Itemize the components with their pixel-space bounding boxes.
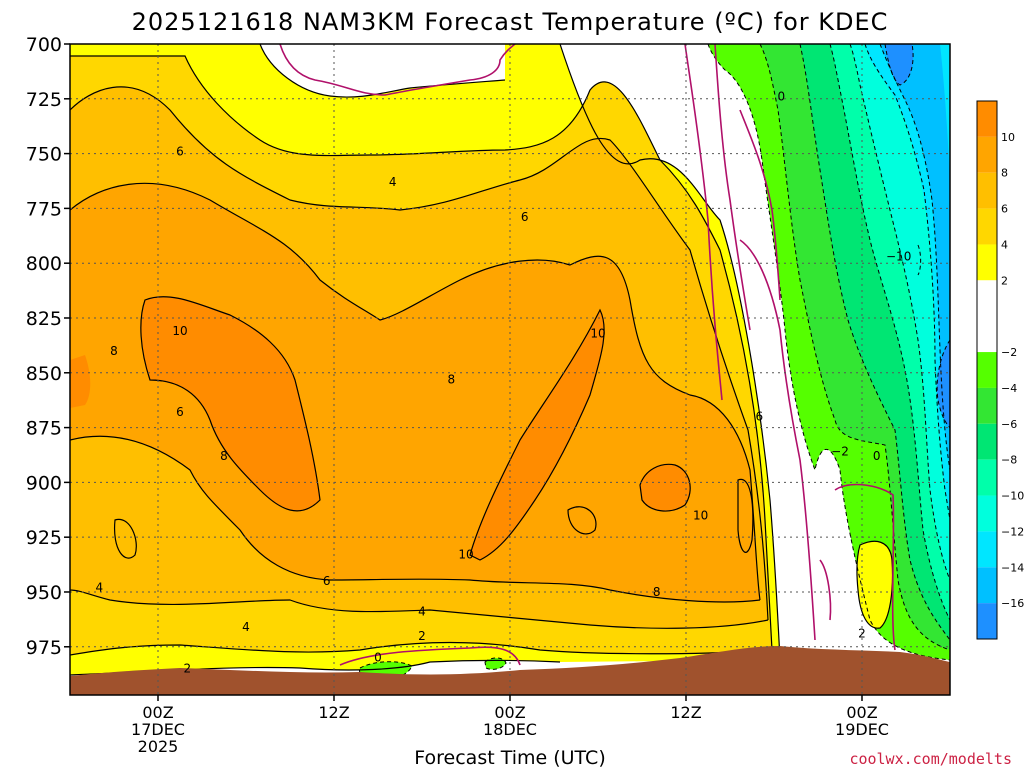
plot-area: 6 4 6 0 −10 10 8 8 10 6 8 6 −2 0 10 10 6 4 8 4 4 2 0 2 2: [70, 44, 950, 695]
contour-label: 10: [693, 508, 708, 522]
contour-label: 10: [590, 326, 605, 340]
chart-title: 2025121618 NAM3KM Forecast Temperature (…: [132, 8, 889, 36]
x-tick-label: 12Z: [318, 703, 349, 722]
contour-label: 4: [96, 581, 104, 595]
contour-label: 4: [418, 605, 426, 619]
colorbar-label: −6: [1001, 418, 1017, 431]
y-tick-label: 875: [26, 418, 62, 440]
contour-label: 6: [756, 410, 764, 424]
contour-label: 4: [389, 175, 397, 189]
band-10-12-c: [640, 464, 691, 512]
contour-label: 6: [176, 144, 184, 158]
band-m16-m18: [885, 44, 914, 85]
contour-label: 10: [172, 324, 187, 338]
contour-label: 0: [778, 90, 786, 104]
colorbar-label: −14: [1001, 561, 1024, 574]
contour-label: 6: [176, 405, 184, 419]
contour-label: −10: [886, 250, 911, 264]
x-tick-label: 18DEC: [483, 720, 537, 739]
colorbar-label: −8: [1001, 454, 1017, 467]
colorbar-label: 4: [1001, 238, 1008, 251]
terrain: [70, 646, 950, 695]
grid-lines: [70, 44, 950, 695]
contour-label: 8: [653, 585, 661, 599]
colorbar: 10 8 6 4 2 −2 −4 −6 −8 −10 −12 −14 −16: [976, 100, 1024, 640]
y-tick-label: 725: [26, 89, 62, 111]
contour-label: 10: [458, 548, 473, 562]
colorbar-label: −2: [1001, 346, 1017, 359]
colorbar-label: 10: [1001, 131, 1015, 144]
colorbar-bin: [977, 208, 997, 245]
colorbar-bin: [977, 101, 997, 137]
contour-label: 0: [873, 449, 881, 463]
colorbar-bin: [977, 352, 997, 388]
contour-label: 0: [374, 651, 382, 665]
y-tick-label: 750: [26, 144, 62, 166]
band-2-4-right: [856, 541, 893, 629]
contour-lines: [70, 44, 894, 676]
colorbar-label: −10: [1001, 490, 1024, 503]
contour-label: 2: [184, 662, 192, 676]
colorbar-bin: [977, 423, 997, 460]
band-8-10: [70, 183, 760, 602]
colorbar-bin: [977, 567, 997, 604]
contour-label: −2: [831, 445, 849, 459]
band-m14-m16: [880, 44, 950, 470]
x-tick-label: 19DEC: [835, 720, 889, 739]
contour-label: 8: [220, 449, 228, 463]
contour-labels: 6 4 6 0 −10 10 8 8 10 6 8 6 −2 0 10 10 6 4 8 4 4 2 0 2 2: [96, 90, 912, 676]
credit-text[interactable]: coolwx.com/modelts: [849, 750, 1012, 768]
colorbar-bin: [977, 387, 997, 424]
colorbar-bin: [977, 244, 997, 281]
contour-label: 2: [418, 629, 426, 643]
colorbar-frame: [976, 100, 998, 640]
x-tick-label: 00Z: [142, 703, 173, 722]
y-axis: 700 725 750 775 800 825 850 875 900 925 950 975: [26, 34, 70, 659]
y-tick-label: 825: [26, 308, 62, 330]
y-tick-label: 950: [26, 582, 62, 604]
contour-label: 6: [521, 210, 529, 224]
colorbar-label: 2: [1001, 274, 1008, 287]
y-tick-label: 850: [26, 363, 62, 385]
contour-label: 2: [858, 627, 866, 641]
contour-label: 8: [448, 372, 456, 386]
colorbar-bin: [977, 136, 997, 173]
y-tick-label: 925: [26, 527, 62, 549]
contour-label: 8: [110, 344, 118, 358]
contour-lines-negative: [359, 44, 950, 681]
x-tick-label: 00Z: [846, 703, 877, 722]
band-10-12: [140, 296, 320, 511]
contour-label: 6: [323, 574, 331, 588]
colorbar-bin: [977, 280, 997, 353]
x-tick-label: 2025: [138, 737, 179, 756]
zero-isotherm: [279, 44, 896, 666]
x-axis-label: Forecast Time (UTC): [414, 747, 605, 768]
y-tick-label: 775: [26, 198, 62, 220]
x-tick-label: 17DEC: [131, 720, 185, 739]
y-tick-label: 700: [26, 34, 62, 56]
x-tick-label: 12Z: [670, 703, 701, 722]
band-10-12-b: [470, 310, 605, 560]
colorbar-bin: [977, 531, 997, 568]
contour-label: 4: [242, 620, 250, 634]
colorbar-label: −12: [1001, 525, 1024, 538]
colorbar-bin: [977, 603, 997, 639]
colorbar-label: −4: [1001, 382, 1017, 395]
y-tick-label: 975: [26, 637, 62, 659]
band-10-12-d: [70, 355, 91, 408]
colorbar-bin: [977, 459, 997, 496]
band-m16-m18-b: [937, 340, 950, 428]
colorbar-bin: [977, 495, 997, 532]
colorbar-label: 6: [1001, 203, 1008, 216]
colorbar-label: 8: [1001, 167, 1008, 180]
colorbar-bin: [977, 172, 997, 209]
colorbar-label: −16: [1001, 597, 1024, 610]
y-tick-label: 800: [26, 253, 62, 275]
y-tick-label: 900: [26, 472, 62, 494]
x-tick-label: 00Z: [494, 703, 525, 722]
